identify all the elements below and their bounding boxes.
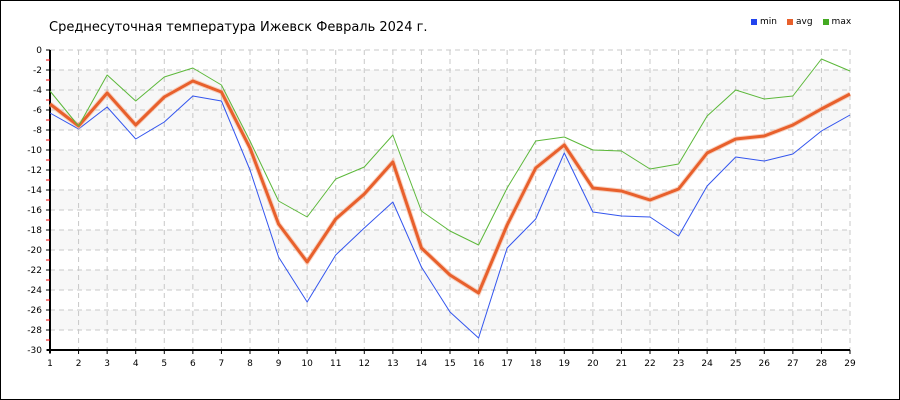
legend-swatch-min	[751, 19, 757, 25]
y-tick-label: -22	[27, 266, 42, 276]
legend-swatch-avg	[786, 19, 793, 25]
x-tick-label: 12	[359, 359, 370, 369]
x-tick-label: 8	[247, 359, 253, 369]
y-tick-label: -30	[27, 346, 42, 356]
x-tick-label: 20	[587, 359, 599, 369]
x-tick-label: 4	[133, 359, 139, 369]
y-tick-label: -12	[27, 166, 42, 176]
y-tick-label: 0	[36, 46, 42, 56]
x-tick-label: 11	[330, 359, 341, 369]
x-tick-label: 17	[501, 359, 512, 369]
x-tick-label: 14	[416, 359, 428, 369]
x-tick-label: 18	[530, 359, 542, 369]
legend: min avg max	[751, 17, 851, 27]
x-tick-label: 7	[219, 359, 225, 369]
x-tick-label: 19	[559, 359, 571, 369]
legend-item-min: min	[751, 17, 777, 27]
series-line-max	[49, 58, 851, 246]
x-tick-label: 26	[759, 359, 771, 369]
legend-label-avg: avg	[795, 17, 813, 27]
y-tick-label: -18	[27, 226, 42, 236]
y-tick-label: -16	[27, 206, 42, 216]
legend-swatch-max	[822, 19, 829, 25]
series-line-min	[49, 95, 851, 339]
x-tick-label: 5	[161, 359, 167, 369]
y-tick-label: -20	[27, 246, 42, 256]
y-tick-label: -24	[27, 286, 42, 296]
x-tick-label: 13	[387, 359, 398, 369]
x-tick-label: 16	[473, 359, 485, 369]
x-tick-label: 21	[616, 359, 627, 369]
y-tick-label: -10	[27, 146, 42, 156]
y-tick-label: -26	[27, 306, 42, 316]
legend-label-min: min	[760, 17, 777, 27]
y-tick-label: -28	[27, 326, 42, 336]
x-tick-label: 2	[76, 359, 82, 369]
legend-item-avg: avg	[786, 17, 813, 27]
x-tick-label: 22	[644, 359, 655, 369]
x-tick-label: 6	[190, 359, 196, 369]
series-line-avg	[49, 79, 851, 295]
x-tick-label: 9	[276, 359, 282, 369]
y-tick-label: -6	[33, 106, 42, 116]
x-tick-label: 29	[844, 359, 856, 369]
x-tick-label: 28	[816, 359, 828, 369]
y-tick-label: -4	[33, 86, 42, 96]
x-tick-label: 27	[787, 359, 798, 369]
x-tick-label: 25	[730, 359, 741, 369]
x-tick-label: 3	[104, 359, 110, 369]
y-tick-label: -2	[33, 66, 42, 76]
x-tick-label: 15	[444, 359, 455, 369]
legend-item-max: max	[822, 17, 852, 27]
chart-title: Среднесуточная температура Ижевск Феврал…	[49, 20, 428, 35]
x-tick-label: 1	[47, 359, 53, 369]
x-tick-label: 23	[673, 359, 684, 369]
y-tick-label: -8	[33, 126, 42, 136]
x-tick-label: 10	[301, 359, 313, 369]
legend-label-max: max	[831, 17, 852, 27]
y-tick-label: -14	[27, 186, 42, 196]
x-tick-label: 24	[701, 359, 713, 369]
